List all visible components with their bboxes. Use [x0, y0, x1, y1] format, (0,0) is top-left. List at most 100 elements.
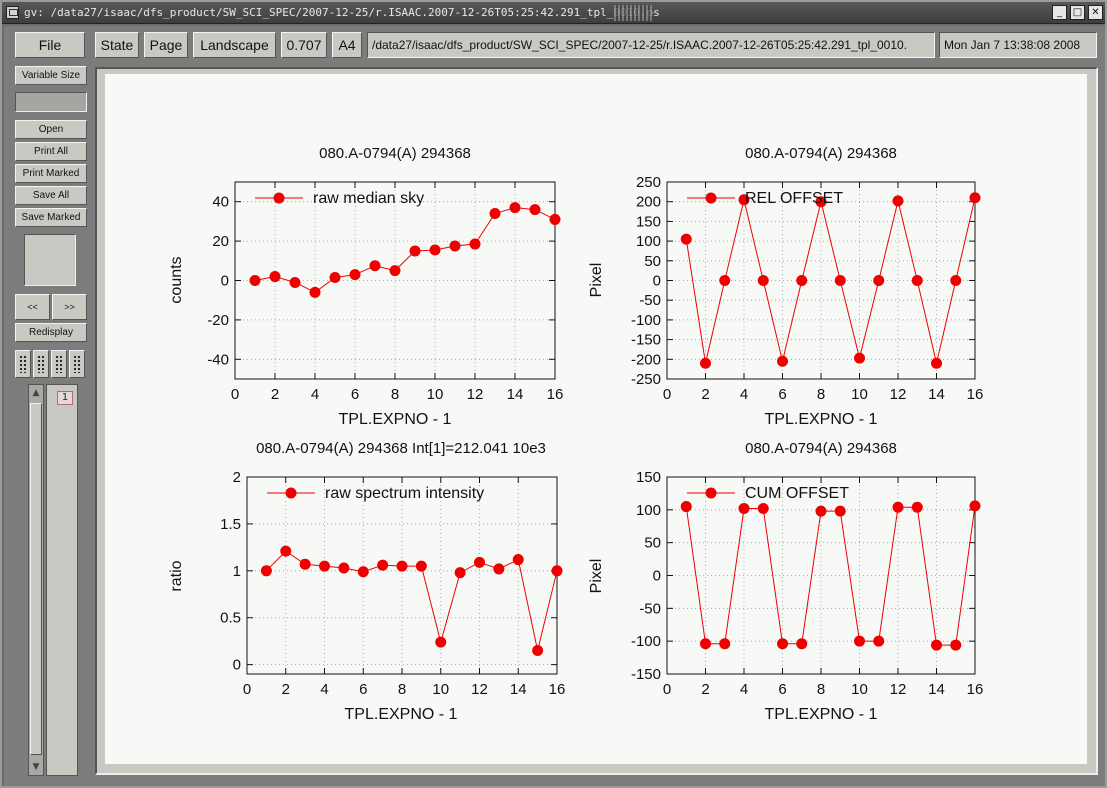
- data-point: [260, 565, 272, 577]
- mark-odd-pages-icon[interactable]: [33, 350, 49, 378]
- y-tick-label: 0: [221, 273, 229, 290]
- page-viewport[interactable]: 0 2 4 6 8 10 12 14 16 -40 -20 0 20 40 080.A-0794(A) 29…: [95, 67, 1098, 775]
- data-point: [796, 638, 808, 650]
- date-field: Mon Jan 7 13:38:08 2008: [939, 32, 1097, 58]
- mark-even-pages-icon[interactable]: [51, 350, 67, 378]
- scrollbar-thumb[interactable]: [30, 403, 42, 755]
- scroll-down-arrow-icon[interactable]: ▼: [32, 762, 40, 772]
- legend-label: raw median sky: [313, 190, 424, 207]
- open-button[interactable]: Open: [15, 120, 87, 139]
- variable-size-button[interactable]: Variable Size: [15, 66, 87, 85]
- media-button[interactable]: A4: [332, 32, 362, 58]
- data-point: [738, 503, 750, 515]
- x-tick-label: 0: [663, 386, 671, 403]
- data-point: [435, 636, 447, 648]
- y-axis-label: Pixel: [588, 263, 605, 298]
- mark-all-pages-icon[interactable]: [15, 350, 31, 378]
- next-page-button[interactable]: >>: [52, 294, 87, 320]
- data-point: [911, 275, 923, 286]
- page-menu-button[interactable]: Page: [144, 32, 188, 58]
- legend-label: CUM OFFSET: [745, 485, 849, 502]
- x-tick-label: 4: [740, 681, 748, 698]
- x-tick-label: 0: [243, 681, 251, 698]
- x-axis-label: TPL.EXPNO - 1: [345, 706, 458, 723]
- y-tick-label: 1.5: [220, 516, 241, 533]
- state-menu-button[interactable]: State: [95, 32, 139, 58]
- page-thumbnail-panner[interactable]: [24, 234, 76, 286]
- data-point: [509, 202, 521, 214]
- data-point: [396, 560, 408, 572]
- x-tick-label: 2: [701, 386, 709, 403]
- orientation-button[interactable]: Landscape: [193, 32, 276, 58]
- data-point: [489, 208, 501, 220]
- data-point: [369, 260, 381, 272]
- x-tick-label: 16: [547, 386, 564, 403]
- x-tick-label: 16: [967, 386, 984, 403]
- x-tick-label: 12: [890, 386, 907, 403]
- y-tick-label: 0: [653, 568, 661, 585]
- save-marked-button[interactable]: Save Marked: [15, 208, 87, 227]
- filename-field: /data27/isaac/dfs_product/SW_SCI_SPEC/20…: [367, 32, 935, 58]
- x-tick-label: 10: [427, 386, 444, 403]
- maximize-button[interactable]: □: [1070, 5, 1085, 20]
- scroll-up-arrow-icon[interactable]: ▲: [32, 388, 40, 398]
- data-point: [834, 505, 846, 517]
- data-point: [757, 503, 769, 515]
- legend-label: raw spectrum intensity: [325, 485, 484, 502]
- title-bar[interactable]: gv: /data27/isaac/dfs_product/SW_SCI_SPE…: [2, 2, 1105, 24]
- print-marked-button[interactable]: Print Marked: [15, 164, 87, 183]
- minimize-button[interactable]: _: [1052, 5, 1067, 20]
- x-tick-label: 12: [890, 681, 907, 698]
- data-point: [377, 559, 389, 571]
- data-point: [700, 357, 711, 369]
- x-tick-label: 10: [851, 681, 868, 698]
- postscript-page: 0 2 4 6 8 10 12 14 16 -40 -20 0 20 40 080.A-0794(A) 29…: [105, 74, 1087, 764]
- close-button[interactable]: ✕: [1088, 5, 1103, 20]
- data-point: [551, 565, 563, 577]
- window-menu-icon[interactable]: [6, 6, 19, 19]
- x-tick-label: 14: [928, 386, 945, 403]
- data-point: [529, 204, 541, 216]
- redisplay-button[interactable]: Redisplay: [15, 323, 87, 342]
- series-line: [266, 550, 558, 651]
- legend-marker: [273, 192, 285, 204]
- data-point: [950, 275, 962, 286]
- series-line: [685, 197, 976, 364]
- previous-page-button[interactable]: <<: [15, 294, 50, 320]
- titlebar-decoration: [614, 5, 652, 21]
- data-point: [409, 245, 421, 257]
- gv-main-area: File State Page Landscape 0.707 A4 /data…: [4, 26, 1105, 786]
- y-tick-label: 1: [233, 563, 241, 580]
- unmark-pages-icon[interactable]: [69, 350, 85, 378]
- chart-2: 0 2 4 6 8 10 12 14 16 -250 -200 -150 -100 -50 0 50 100 15…: [588, 145, 983, 428]
- data-point: [512, 554, 524, 566]
- scale-button[interactable]: 0.707: [281, 32, 327, 58]
- x-tick-label: 10: [851, 386, 868, 403]
- data-point: [854, 352, 865, 364]
- y-tick-label: -50: [639, 292, 661, 309]
- data-point: [892, 501, 904, 513]
- data-point: [429, 244, 441, 256]
- x-tick-label: 6: [351, 386, 359, 403]
- y-tick-label: -150: [631, 666, 661, 683]
- data-point: [269, 271, 281, 283]
- data-point: [931, 639, 942, 651]
- y-tick-label: -250: [631, 371, 661, 388]
- data-point: [719, 275, 731, 286]
- chart-3: 0 2 4 6 8 10 12 14 16 0 0.5 1 1.5 2 080.A-0794(A) 2943…: [168, 440, 565, 723]
- page-list-scrollbar[interactable]: ▲ ▼: [28, 384, 44, 776]
- y-tick-label: 50: [644, 253, 661, 270]
- page-list-item[interactable]: 1: [57, 391, 73, 405]
- x-tick-label: 6: [359, 681, 367, 698]
- y-tick-label: 100: [636, 502, 661, 519]
- y-tick-label: 40: [212, 194, 229, 211]
- save-all-button[interactable]: Save All: [15, 186, 87, 205]
- file-menu-button[interactable]: File: [15, 32, 85, 58]
- data-point: [969, 500, 981, 512]
- y-tick-label: 250: [636, 174, 661, 191]
- print-all-button[interactable]: Print All: [15, 142, 87, 161]
- x-tick-label: 0: [663, 681, 671, 698]
- data-point: [757, 275, 769, 286]
